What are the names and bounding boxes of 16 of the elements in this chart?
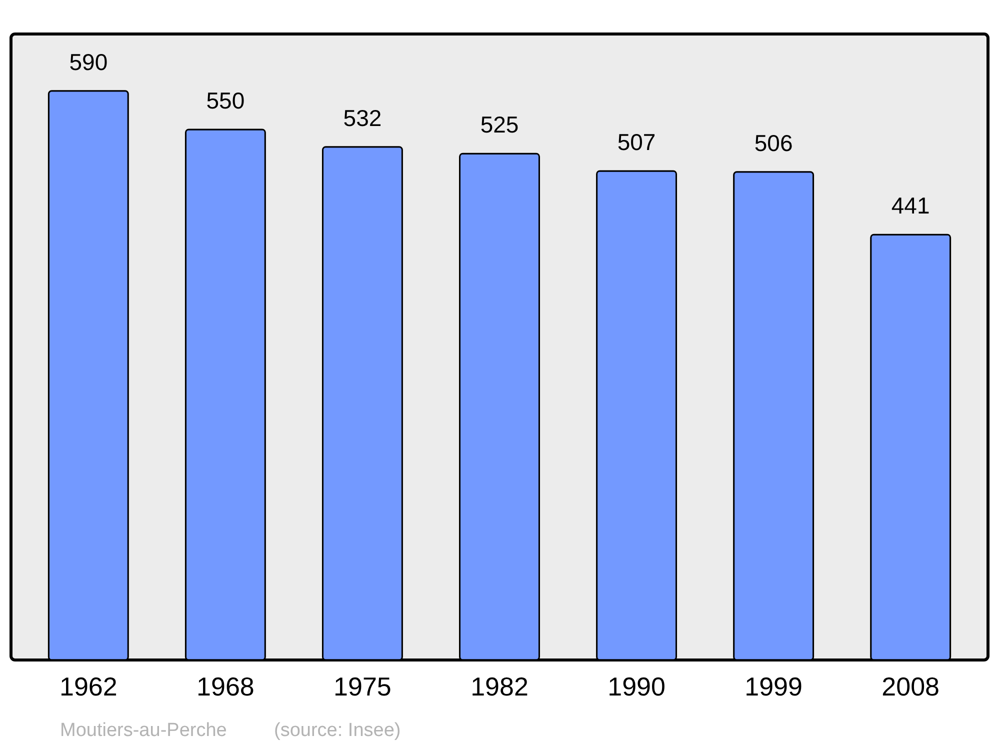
x-tick-label: 1975 xyxy=(334,672,392,702)
x-tick-label: 1968 xyxy=(196,672,254,702)
x-tick-label: 1990 xyxy=(608,672,666,702)
data-label: 507 xyxy=(617,128,656,155)
data-label: 550 xyxy=(206,87,245,114)
data-label: 525 xyxy=(480,112,519,138)
text: (source: Insee) xyxy=(274,720,401,741)
data-label: 532 xyxy=(343,104,382,131)
x-tick-label: 1999 xyxy=(744,672,802,702)
data-label: 506 xyxy=(754,130,793,156)
text: Moutiers-au-Perche xyxy=(60,720,227,741)
x-tick-label: 1962 xyxy=(60,672,118,702)
data-label: 441 xyxy=(891,192,930,219)
x-tick-label: 1982 xyxy=(470,672,528,702)
x-tick-label: 2008 xyxy=(882,672,940,702)
data-label: 590 xyxy=(69,48,108,75)
